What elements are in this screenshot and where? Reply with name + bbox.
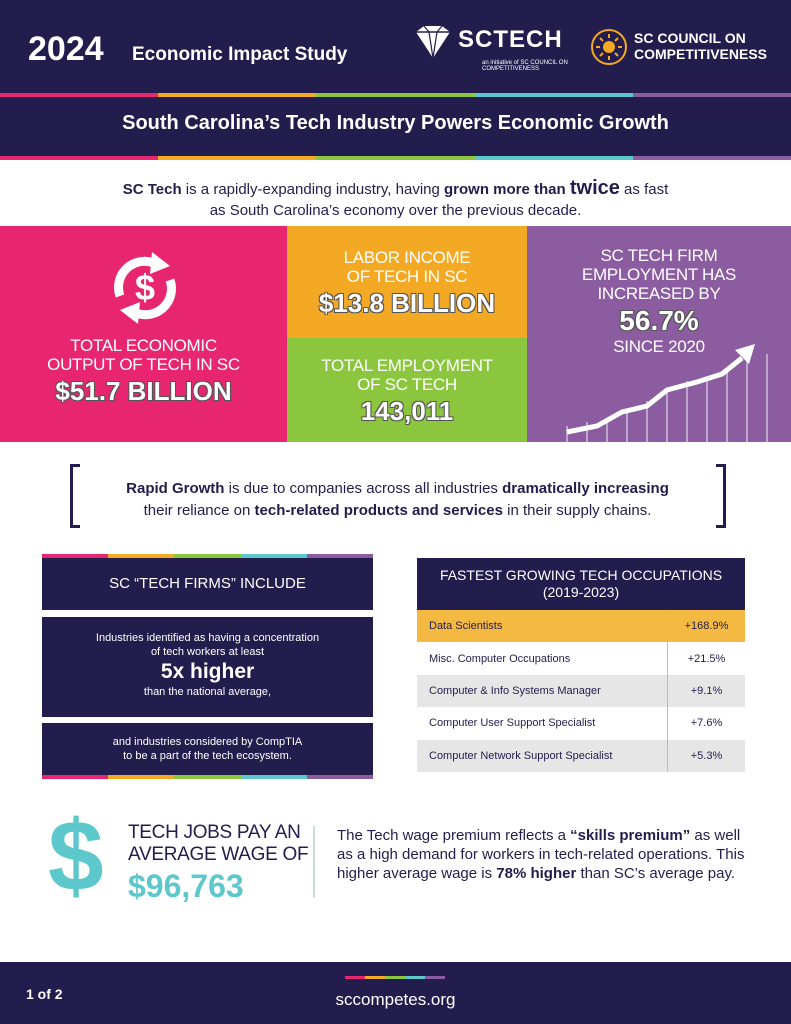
firms-body5: to be a part of the tech ecosystem. (42, 749, 373, 763)
wage-label2: AVERAGE WAGE OF (128, 844, 308, 866)
quote-part5: tech-related products and services (255, 502, 503, 519)
firm-label2: EMPLOYMENT HAS (527, 265, 791, 284)
labor-label1: LABOR INCOME (287, 248, 527, 267)
banner-color-bar (0, 156, 791, 160)
header-color-bar (0, 93, 791, 97)
council-logo: SC COUNCIL ON COMPETITIVENESS (590, 28, 770, 68)
quote-part3: dramatically increasing (502, 480, 669, 497)
labor-value: $13.8 BILLION (287, 288, 527, 319)
sctech-logo-text: SCTECH (458, 26, 563, 54)
wage-label1: TECH JOBS PAY AN (128, 822, 308, 844)
occupation-name: Data Scientists (417, 610, 667, 642)
report-year: 2024 (28, 30, 104, 69)
occupations-title1: FASTEST GROWING TECH OCCUPATIONS (417, 567, 745, 584)
wage-text1: The Tech wage premium reflects a (337, 827, 570, 844)
wage-text2: “skills premium” (570, 827, 690, 844)
wage-text4: 78% higher (496, 865, 576, 882)
firm-since: SINCE 2020 (527, 337, 791, 356)
wage-label: TECH JOBS PAY AN AVERAGE WAGE OF (128, 822, 308, 866)
firms-body2: of tech workers at least (42, 645, 373, 659)
quote-part4: their reliance on (144, 502, 255, 519)
total-employment-tile: TOTAL EMPLOYMENT OF SC TECH 143,011 (287, 338, 527, 442)
intro-part6: as South Carolina’s economy over the pre… (210, 202, 582, 219)
occupation-name: Computer & Info Systems Manager (417, 675, 667, 707)
website-link[interactable]: sccompetes.org (0, 990, 791, 1010)
occupations-title2: (2019-2023) (417, 584, 745, 601)
employ-value: 143,011 (287, 396, 527, 427)
table-row: Computer & Info Systems Manager +9.1% (417, 675, 745, 707)
table-row: Misc. Computer Occupations +21.5% (417, 642, 745, 674)
firm-value: 56.7% (527, 305, 791, 337)
svg-text:$: $ (135, 267, 155, 308)
intro-part5: as fast (620, 181, 668, 198)
sun-icon (590, 28, 628, 66)
wage-text5: than SC’s average pay. (576, 865, 735, 882)
firm-employment-tile: SC TECH FIRM EMPLOYMENT HAS INCREASED BY… (527, 226, 791, 442)
table-row: Computer User Support Specialist +7.6% (417, 707, 745, 739)
diamond-icon (412, 24, 454, 60)
output-value: $51.7 BILLION (0, 376, 287, 407)
average-wage-value: $96,763 (128, 868, 244, 905)
dollar-sign-icon: $ (48, 806, 118, 906)
intro-twice: twice (570, 177, 620, 199)
sctech-logo-sub: an initiative of SC COUNCIL ON COMPETITI… (482, 60, 572, 72)
table-row: Computer Network Support Specialist +5.3… (417, 740, 745, 772)
firm-label1: SC TECH FIRM (527, 246, 791, 265)
council-logo-text: SC COUNCIL ON COMPETITIVENESS (634, 30, 767, 62)
occupation-name: Misc. Computer Occupations (417, 642, 667, 674)
firms-bottom-color-bar (42, 775, 373, 779)
occupation-name: Computer User Support Specialist (417, 707, 667, 739)
banner-title: South Carolina’s Tech Industry Powers Ec… (0, 112, 791, 135)
rapid-growth-quote: Rapid Growth is due to companies across … (70, 464, 725, 528)
council-logo-line1: SC COUNCIL ON (634, 30, 767, 46)
wage-premium-text: The Tech wage premium reflects a “skills… (337, 826, 757, 883)
intro-part2: is a rapidly-expanding industry, having (182, 181, 444, 198)
output-label2: OUTPUT OF TECH IN SC (0, 355, 287, 374)
header: 2024 Economic Impact Study SCTECH an ini… (0, 0, 791, 160)
dollar-cycle-icon: $ (100, 248, 190, 328)
council-logo-line2: COMPETITIVENESS (634, 46, 767, 62)
firms-big: 5x higher (42, 659, 373, 685)
quote-part6: in their supply chains. (503, 502, 651, 519)
economic-output-tile: $ TOTAL ECONOMIC OUTPUT OF TECH IN SC $5… (0, 226, 287, 442)
footer: 1 of 2 sccompetes.org (0, 962, 791, 1024)
firm-label3: INCREASED BY (527, 284, 791, 303)
quote-part2: is due to companies across all industrie… (224, 480, 502, 497)
firms-body1: Industries identified as having a concen… (42, 631, 373, 645)
report-title: Economic Impact Study (132, 44, 347, 66)
occupation-growth: +5.3% (667, 740, 745, 772)
labor-label2: OF TECH IN SC (287, 267, 527, 286)
labor-income-tile: LABOR INCOME OF TECH IN SC $13.8 BILLION (287, 226, 527, 338)
occupation-growth: +9.1% (667, 675, 745, 707)
wage-divider (313, 826, 315, 898)
occupation-growth: +21.5% (667, 642, 745, 674)
footer-color-bar (345, 976, 445, 979)
occupation-growth: +168.9% (667, 610, 745, 642)
output-label1: TOTAL ECONOMIC (0, 336, 287, 355)
table-row: Data Scientists +168.9% (417, 610, 745, 642)
sctech-logo: SCTECH an initiative of SC COUNCIL ON CO… (412, 24, 572, 74)
intro-part1: SC Tech (123, 181, 182, 198)
occupations-title: FASTEST GROWING TECH OCCUPATIONS (2019-2… (417, 558, 745, 610)
occupation-growth: +7.6% (667, 707, 745, 739)
tech-firms-body-2: and industries considered by CompTIA to … (42, 723, 373, 775)
firms-body3: than the national average, (42, 685, 373, 699)
employ-label1: TOTAL EMPLOYMENT (287, 356, 527, 375)
quote-part1: Rapid Growth (126, 480, 224, 497)
intro-text: SC Tech is a rapidly-expanding industry,… (60, 178, 731, 221)
firms-body4: and industries considered by CompTIA (42, 735, 373, 749)
occupation-name: Computer Network Support Specialist (417, 740, 667, 772)
occupations-table: Data Scientists +168.9% Misc. Computer O… (417, 610, 745, 772)
tech-firms-body: Industries identified as having a concen… (42, 617, 373, 717)
employ-label2: OF SC TECH (287, 375, 527, 394)
intro-part3: grown more than (444, 181, 570, 198)
tech-firms-title: SC “TECH FIRMS” INCLUDE (42, 558, 373, 610)
